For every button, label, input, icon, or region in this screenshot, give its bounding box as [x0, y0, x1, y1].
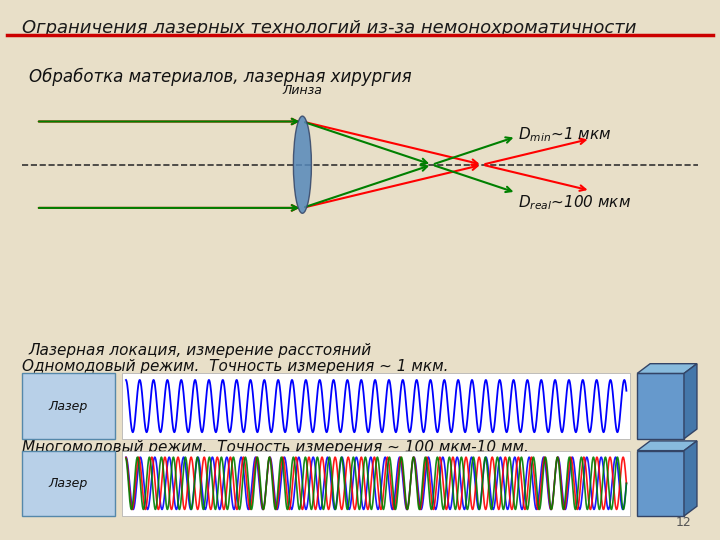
FancyBboxPatch shape [122, 374, 630, 438]
Polygon shape [637, 441, 697, 450]
Text: Ограничения лазерных технологий из-за немонохроматичности: Ограничения лазерных технологий из-за не… [22, 19, 636, 37]
Text: $D_{min}$~1 мкм: $D_{min}$~1 мкм [518, 126, 612, 144]
Text: Одномодовый режим.  Точность измерения ~ 1 мкм.: Одномодовый режим. Точность измерения ~ … [22, 359, 448, 374]
FancyBboxPatch shape [122, 450, 630, 516]
Text: Обработка материалов, лазерная хирургия: Обработка материалов, лазерная хирургия [29, 68, 411, 86]
FancyBboxPatch shape [637, 450, 684, 516]
Polygon shape [684, 364, 697, 438]
Text: 12: 12 [675, 516, 691, 529]
Text: Лазер: Лазер [49, 400, 88, 413]
Text: $D_{real}$~100 мкм: $D_{real}$~100 мкм [518, 193, 631, 212]
Text: Линза: Линза [282, 84, 323, 97]
Polygon shape [684, 441, 697, 516]
FancyBboxPatch shape [637, 374, 684, 438]
Text: Многомодовый режим.  Точность измерения ~ 100 мкм-10 мм.: Многомодовый режим. Точность измерения ~… [22, 440, 528, 455]
Polygon shape [637, 364, 697, 374]
Text: Лазер: Лазер [49, 477, 88, 490]
Ellipse shape [294, 116, 311, 213]
Text: Лазерная локация, измерение расстояний: Лазерная локация, измерение расстояний [29, 343, 372, 358]
FancyBboxPatch shape [22, 450, 115, 516]
FancyBboxPatch shape [22, 374, 115, 438]
